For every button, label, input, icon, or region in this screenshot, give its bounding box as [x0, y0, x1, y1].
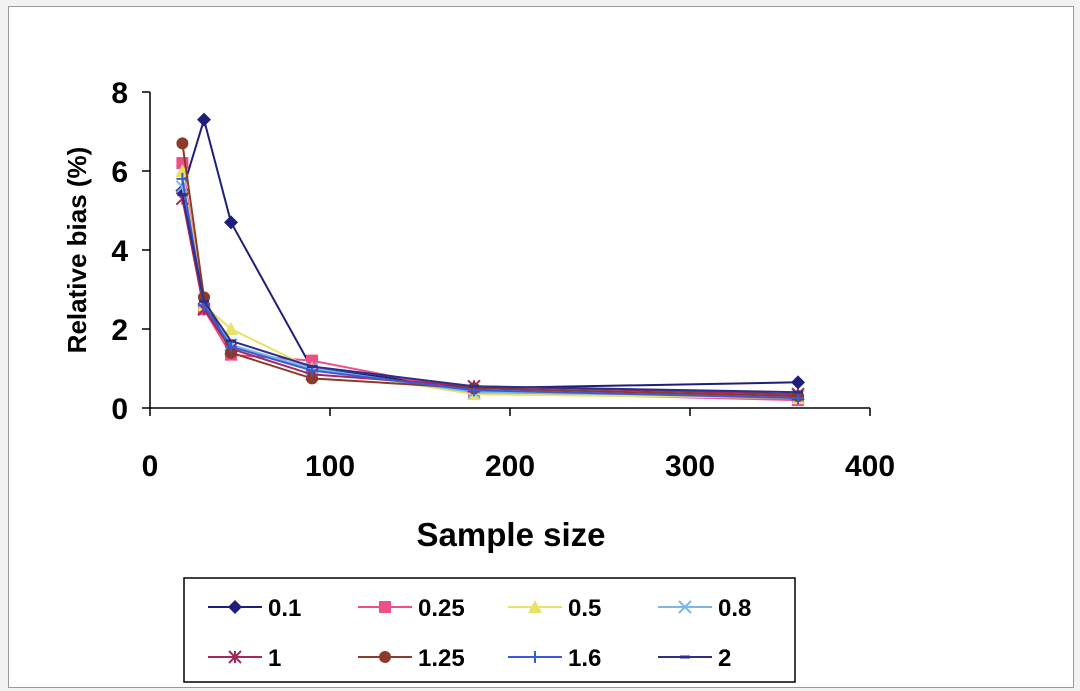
data-point: [307, 365, 317, 369]
legend-marker: [228, 650, 242, 664]
data-point: [176, 172, 189, 185]
legend-marker: [379, 601, 391, 613]
series-line: [181, 143, 799, 398]
legend-item: 1.25: [358, 645, 465, 672]
data-point: [306, 354, 318, 367]
legend-label: 1.6: [568, 645, 601, 672]
legend-marker: [228, 600, 242, 614]
legend-label: 0.5: [568, 595, 601, 622]
series-line: [181, 186, 799, 398]
chart-frame: [8, 6, 1074, 688]
series-line: [181, 116, 799, 390]
x-tick-label: 400: [845, 450, 895, 483]
legend: 0.1 0.25 0.5 0.8 1 1.25 1.6 2: [208, 595, 751, 672]
legend-item: 0.8: [658, 595, 751, 622]
y-axis-title: Relative bias (%): [62, 147, 92, 354]
series-group: [175, 112, 805, 407]
data-point: [225, 340, 237, 353]
legend-marker: [529, 651, 541, 663]
y-tick-label: 8: [111, 77, 128, 110]
x-tick-label: 200: [485, 450, 535, 483]
legend-label: 0.25: [418, 595, 465, 622]
legend-label: 2: [718, 645, 731, 672]
y-tick-label: 0: [111, 393, 128, 426]
data-point: [175, 180, 190, 194]
data-point: [469, 384, 479, 388]
legend-marker: [379, 651, 391, 663]
series-1: [175, 191, 805, 401]
data-point: [226, 339, 236, 343]
legend-label: 0.8: [718, 595, 751, 622]
data-point: [224, 322, 238, 335]
legend-label: 1: [268, 645, 281, 672]
legend-item: 0.5: [508, 595, 601, 622]
axis-ticks: [142, 91, 871, 416]
legend-marker: [680, 655, 690, 659]
data-point: [791, 375, 805, 390]
series-line: [181, 194, 799, 394]
legend-item: 1: [208, 645, 281, 672]
series-0.5: [175, 164, 805, 405]
legend-item: 2: [658, 645, 731, 672]
x-tick-label: 0: [142, 450, 159, 483]
series-line: [181, 198, 799, 396]
y-tick-label: 4: [111, 235, 128, 268]
series-1.6: [176, 172, 804, 405]
series-1.25: [176, 137, 804, 403]
data-point: [306, 372, 318, 385]
y-tick-label: 6: [111, 156, 128, 189]
data-point: [199, 299, 209, 303]
legend-marker: [678, 600, 692, 614]
legend-item: 0.25: [358, 595, 465, 622]
legend-item: 1.6: [508, 645, 601, 672]
data-point: [176, 137, 189, 150]
series-line: [181, 178, 799, 400]
series-0.25: [176, 157, 804, 407]
legend-item: 0.1: [208, 595, 301, 622]
data-point: [792, 392, 804, 405]
series-line: [181, 170, 799, 400]
x-tick-label: 300: [665, 450, 715, 483]
legend-marker: [528, 600, 542, 613]
y-tick-label: 2: [111, 314, 128, 347]
data-point: [793, 390, 803, 394]
series-2: [177, 193, 803, 394]
axis-tick-labels: 0 100 200 300 400 0 2 4 6 8: [111, 77, 895, 483]
legend-label: 0.1: [268, 595, 301, 622]
data-point: [224, 215, 238, 230]
data-point: [177, 193, 188, 197]
data-point: [197, 112, 211, 127]
legend-label: 1.25: [418, 645, 465, 672]
x-axis-title: Sample size: [417, 516, 606, 553]
series-0.8: [175, 180, 805, 403]
series-line: [181, 162, 799, 402]
x-tick-label: 100: [305, 450, 355, 483]
legend-box: [183, 577, 796, 683]
